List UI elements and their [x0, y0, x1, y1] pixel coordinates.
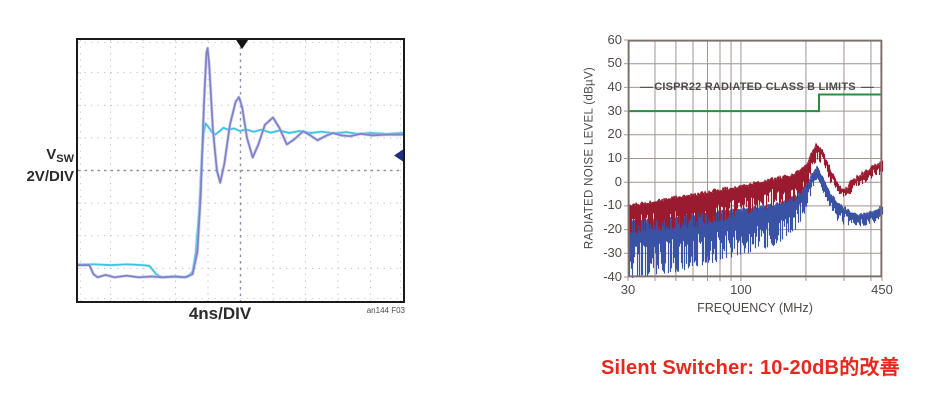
scope-v-symbol: VSW: [18, 146, 74, 168]
ringing-trace: [78, 47, 403, 279]
scope-v-label: VSW 2V/DIV: [18, 146, 74, 186]
y-tick-label: -40: [603, 268, 622, 284]
y-tick-label: 40: [607, 78, 622, 94]
plot-border: [628, 40, 882, 277]
x-tick-label: 450: [871, 282, 893, 297]
trigger-marker-icon: [236, 40, 249, 49]
emissions-plot: [624, 39, 884, 281]
x-tick-label: 30: [620, 282, 636, 297]
emc-y-ticks: 60 50 40 30 20 10 0 -10 -20 -30 -40: [584, 32, 624, 283]
scope-fig-note: an144 F03: [366, 306, 405, 315]
y-tick-label: 50: [607, 55, 622, 71]
y-tick-label: -10: [603, 197, 622, 213]
x-axis-title: FREQUENCY (MHz): [697, 301, 813, 315]
noise-ridge: [627, 142, 883, 208]
y-tick-label: 30: [607, 102, 622, 118]
scope-vdiv-label: 2V/DIV: [26, 168, 74, 185]
y-tick-label: 10: [607, 150, 622, 165]
emissions-plot-svg: [624, 39, 884, 281]
conventional-regulator-trace: [627, 142, 884, 235]
caption-text: Silent Switcher: 10-20dB的改善: [601, 357, 900, 379]
y-tick-label: -30: [603, 244, 622, 260]
scope-plot-svg: [78, 40, 404, 301]
scope-v-subscript: SW: [56, 153, 74, 165]
x-tick-label: 100: [730, 282, 752, 297]
y-tick-label: -20: [603, 221, 622, 237]
scope-v-main: V: [46, 146, 57, 163]
cispr-limit-line: [628, 93, 882, 113]
y-tick-label: 60: [607, 31, 622, 47]
level-marker-icon: [394, 149, 403, 162]
scope-timebase-label: 4ns/DIV: [188, 304, 252, 323]
emc-x-ticks: 30 100 450: [621, 282, 893, 297]
y-tick-label: 0: [614, 173, 622, 189]
y-tick-label: 20: [607, 126, 622, 142]
cispr-annotation: CISPR22 RADIATED CLASS B LIMITS: [654, 81, 856, 93]
scope-plot: [76, 38, 405, 303]
